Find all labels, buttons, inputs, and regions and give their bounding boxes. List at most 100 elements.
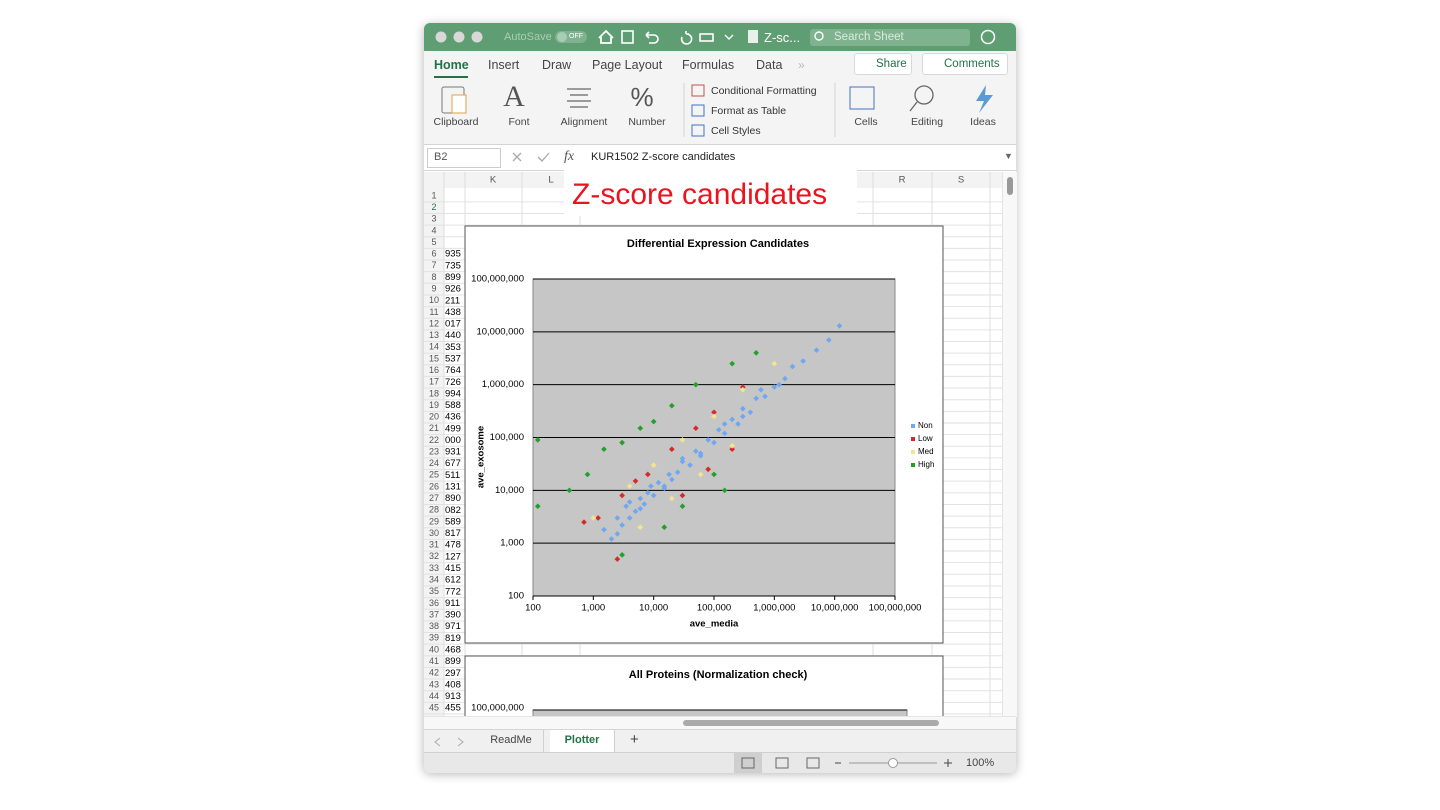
vertical-scrollbar[interactable] (1002, 172, 1017, 717)
style-command[interactable]: Cell Styles (711, 125, 761, 137)
ribbon-group-label[interactable]: Ideas (970, 116, 996, 128)
scatter-point (705, 437, 711, 443)
style-command[interactable]: Format as Table (711, 105, 787, 117)
scatter-point (729, 442, 735, 449)
scatter-point (661, 524, 668, 531)
expand-formula[interactable]: ▼ (1004, 151, 1013, 161)
scatter-point (601, 446, 607, 453)
cell-value: 890 (445, 493, 461, 504)
scatter-point (729, 416, 735, 423)
font-icon[interactable]: A (503, 80, 525, 113)
ribbon-tab[interactable]: Page Layout (592, 58, 663, 72)
scatter-point (619, 522, 625, 528)
scatter-point (693, 425, 699, 432)
name-box[interactable] (427, 148, 501, 168)
search-placeholder[interactable]: Search Sheet (834, 31, 904, 43)
number-icon[interactable]: % (630, 82, 653, 112)
cell-value: 899 (445, 272, 461, 283)
scatter-point (614, 515, 621, 521)
ribbon-group-label[interactable]: Font (508, 116, 530, 128)
zoom-button[interactable] (471, 31, 483, 43)
more-icon[interactable] (724, 34, 734, 40)
row-number: 31 (429, 540, 439, 550)
ribbon-tab[interactable]: Data (756, 58, 783, 72)
x-tick-label: 100,000 (697, 603, 731, 614)
scatter-point (711, 409, 717, 416)
autosave-label: AutoSave (504, 31, 552, 43)
cell-value: 438 (445, 307, 461, 318)
enter-icon[interactable] (537, 152, 550, 162)
scatter-point (776, 381, 782, 388)
print-icon[interactable] (699, 33, 714, 42)
ribbon-tab[interactable]: Draw (542, 58, 572, 72)
title-icons (435, 29, 996, 46)
add-sheet[interactable]: + (630, 731, 639, 748)
comments-button[interactable] (922, 53, 1008, 75)
row-number: 40 (429, 644, 439, 654)
fx-button[interactable]: fx (564, 149, 575, 164)
minimize-button[interactable] (453, 31, 465, 43)
scatter-point (666, 471, 672, 478)
alignment-icon[interactable] (567, 88, 591, 108)
overlay-box (564, 170, 857, 216)
scatter-point (534, 503, 541, 510)
ribbon-group-label[interactable]: Alignment (560, 116, 608, 128)
ribbon-group-label[interactable]: Cells (854, 116, 878, 128)
search-box[interactable] (810, 29, 970, 46)
scatter-point (644, 489, 651, 496)
share-button[interactable] (854, 53, 912, 75)
style-command[interactable]: Conditional Formatting (711, 85, 817, 97)
undo-icon[interactable] (645, 31, 659, 44)
normal-view[interactable] (734, 753, 762, 773)
zoom-in[interactable] (944, 759, 952, 767)
scatter-point (697, 450, 704, 457)
redo-icon[interactable] (680, 31, 693, 45)
ribbon-tab[interactable]: Insert (488, 58, 520, 72)
vertical-thumb[interactable] (1007, 177, 1013, 195)
chart-title: All Proteins (Normalization check) (629, 669, 808, 681)
close-button[interactable] (435, 31, 447, 43)
page-layout-view[interactable] (775, 757, 789, 769)
ribbon-group-label[interactable]: Clipboard (433, 116, 479, 128)
scatter-point (762, 393, 768, 400)
scatter-point (758, 386, 764, 393)
page-break-view[interactable] (806, 757, 820, 769)
sheet-tab[interactable] (479, 730, 544, 752)
ribbon-group-label[interactable]: Number (628, 116, 666, 128)
scatter-point (650, 418, 657, 425)
home-icon[interactable] (598, 29, 614, 44)
zoom-knob[interactable] (888, 758, 898, 768)
scatter-point (825, 337, 832, 343)
cells-icon[interactable] (849, 86, 875, 110)
next-sheet[interactable] (457, 737, 464, 747)
formula-text[interactable]: KUR1502 Z-score candidates (591, 151, 736, 163)
y-axis-label: ave_exosome (476, 426, 487, 488)
ribbon-group-label[interactable]: Editing (910, 116, 944, 128)
scatter-point (623, 503, 629, 510)
horizontal-thumb[interactable] (683, 720, 939, 726)
cell-value: 455 (445, 703, 461, 714)
ideas-icon[interactable] (976, 85, 993, 113)
editing-icon[interactable] (914, 85, 934, 105)
tabs-overflow[interactable]: » (798, 58, 805, 72)
save-icon[interactable] (621, 30, 634, 44)
cell-value: 499 (445, 423, 461, 434)
prev-sheet[interactable] (434, 737, 441, 747)
cell-value: 817 (445, 528, 461, 539)
row-number: 23 (429, 446, 439, 456)
horizontal-scrollbar[interactable] (424, 716, 1016, 729)
ribbon-tab[interactable]: Home (434, 58, 469, 72)
cell-value: 127 (445, 551, 461, 562)
row-number: 28 (429, 505, 439, 515)
scatter-point (693, 448, 699, 455)
feedback-icon[interactable] (980, 29, 996, 45)
cell-value: 211 (445, 295, 460, 306)
row-number: 14 (429, 342, 439, 352)
scatter-point (601, 526, 607, 533)
scatter-point (721, 430, 728, 437)
scatter-point (648, 483, 654, 489)
scatter-point (644, 471, 651, 478)
cancel-icon[interactable] (512, 152, 522, 162)
x-tick-label: 100,000,000 (869, 603, 922, 614)
ribbon-tab[interactable]: Formulas (682, 58, 735, 72)
